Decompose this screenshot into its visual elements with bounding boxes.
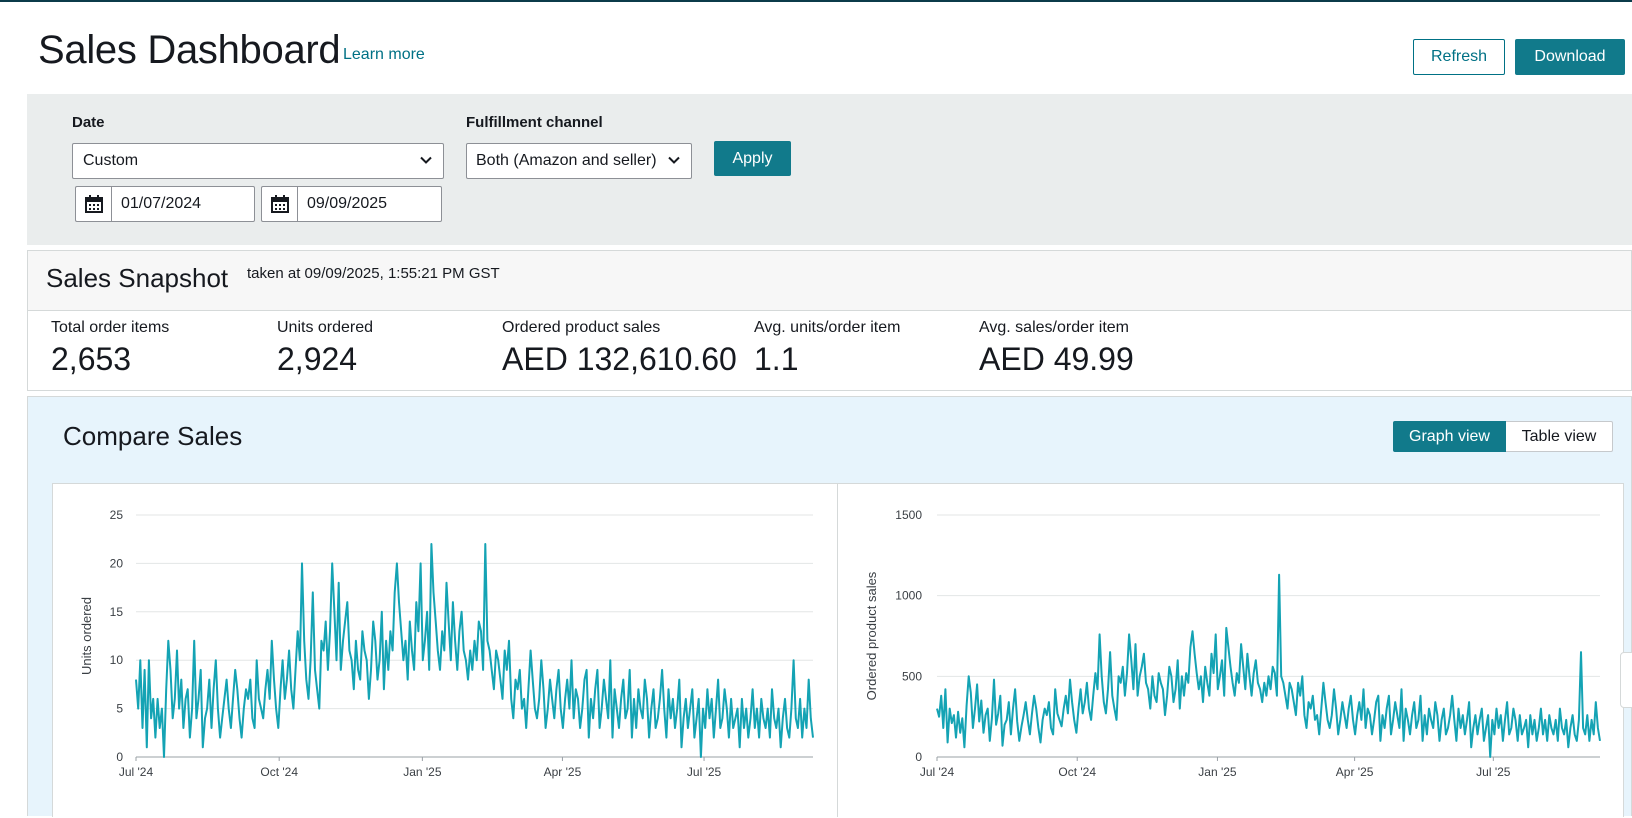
y-tick-label: 25 [110,508,124,522]
y-axis-label: Units ordered [79,597,94,675]
graph-view-toggle[interactable]: Graph view [1393,421,1506,452]
y-tick-label: 500 [902,669,922,683]
compare-sales-section: Compare Sales Graph view Table view 0 5 10… [27,396,1632,817]
learn-more-link[interactable]: Learn more [343,46,425,63]
fulfillment-channel-value: Both (Amazon and seller) [476,152,657,169]
metric-label: Avg. units/order item [754,319,901,336]
fulfillment-channel-label: Fulfillment channel [466,114,603,131]
end-date-picker[interactable]: 09/09/2025 [261,186,442,222]
metric-avg-sales-order-item: Avg. sales/order item AED 49.99 [979,319,1134,378]
metric-value: AED 132,610.60 [502,341,737,377]
date-label: Date [72,114,105,131]
metric-avg-units-order-item: Avg. units/order item 1.1 [754,319,900,378]
x-tick-label: Jul '25 [1476,765,1511,779]
y-tick-label: 1500 [895,508,922,522]
x-tick-label: Jul '24 [920,765,955,779]
date-range-select[interactable]: Custom [72,143,444,179]
start-date-input[interactable]: 01/07/2024 [111,186,255,222]
x-tick-label: Apr '25 [1336,765,1374,779]
ordered-sales-chart: 0 500 1000 1500 Jul '24 Oct '24 Jan '25 Apr '25… [864,508,1601,779]
metric-label: Ordered product sales [502,319,661,336]
x-tick-label: Jan '25 [1198,765,1237,779]
metric-value: 2,653 [51,341,132,377]
page-header: Sales Dashboard Learn more Refresh Downl… [0,2,1632,94]
metric-label: Avg. sales/order item [979,319,1129,336]
calendar-icon[interactable] [261,186,297,222]
series-line [135,543,814,758]
x-tick-label: Jan '25 [403,765,442,779]
y-axis-label: Ordered product sales [864,571,879,700]
feedback-tab[interactable] [1620,652,1632,708]
y-tick-label: 0 [915,750,922,764]
refresh-button[interactable]: Refresh [1413,39,1505,75]
x-tick-label: Oct '24 [260,765,298,779]
metric-total-order-items: Total order items 2,653 [51,319,169,378]
units-ordered-chart-panel: 0 5 10 15 20 25 Jul '24 Oct '24 Jan '25 Apr '25 Ju… [52,483,838,817]
metric-units-ordered: Units ordered 2,924 [277,319,373,378]
metric-value: AED 49.99 [979,341,1134,377]
y-tick-label: 5 [116,702,123,716]
start-date-picker[interactable]: 01/07/2024 [75,186,255,222]
table-view-toggle[interactable]: Table view [1506,421,1613,452]
filter-bar: Date Custom 01/07/2024 09/09/2025 Fulfil… [27,94,1632,245]
top-border [0,0,1632,2]
snapshot-title: Sales Snapshot [46,263,229,293]
calendar-icon[interactable] [75,186,111,222]
y-tick-label: 0 [116,750,123,764]
x-tick-label: Apr '25 [544,765,582,779]
page-title: Sales Dashboard [38,28,341,72]
apply-button[interactable]: Apply [714,141,791,176]
snapshot-header: Sales Snapshot taken at 09/09/2025, 1:55… [28,251,1631,311]
metric-label: Units ordered [277,319,374,336]
series-line [936,573,1601,758]
metric-label: Total order items [51,319,170,336]
metric-ordered-product-sales: Ordered product sales AED 132,610.60 [502,319,737,378]
y-tick-label: 10 [110,653,124,667]
download-button[interactable]: Download [1515,39,1625,75]
units-ordered-chart: 0 5 10 15 20 25 Jul '24 Oct '24 Jan '25 Apr '25 Ju… [79,508,814,779]
chevron-down-icon [420,156,432,164]
metric-value: 1.1 [754,341,799,377]
x-tick-label: Jul '25 [687,765,722,779]
ordered-sales-chart-panel: 0 500 1000 1500 Jul '24 Oct '24 Jan '25 Apr '25… [837,483,1624,817]
metric-value: 2,924 [277,341,358,377]
fulfillment-channel-select[interactable]: Both (Amazon and seller) [466,143,692,179]
y-tick-label: 1000 [895,589,922,603]
chevron-down-icon [668,156,680,164]
sales-snapshot: Sales Snapshot taken at 09/09/2025, 1:55… [27,250,1632,391]
x-tick-label: Oct '24 [1058,765,1096,779]
compare-sales-title: Compare Sales [63,421,243,451]
date-range-value: Custom [83,152,139,169]
snapshot-timestamp: taken at 09/09/2025, 1:55:21 PM GST [247,265,500,282]
x-tick-label: Jul '24 [119,765,154,779]
y-tick-label: 15 [110,605,124,619]
y-tick-label: 20 [110,556,124,570]
end-date-input[interactable]: 09/09/2025 [297,186,442,222]
